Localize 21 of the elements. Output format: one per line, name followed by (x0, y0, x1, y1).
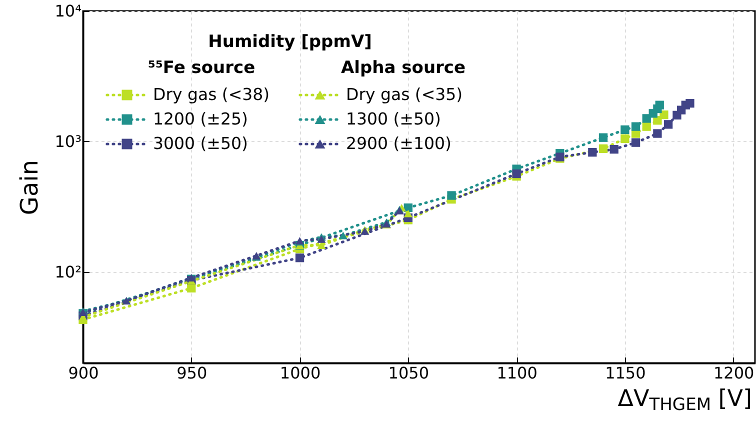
y-axis-title: Gain (16, 160, 44, 216)
legend-label: Dry gas (<35) (346, 85, 463, 104)
x-tick-label: 950 (176, 364, 208, 382)
x-tick-label: 1000 (280, 364, 321, 382)
legend-label: 3000 (±50) (153, 134, 248, 153)
annotation: Alpha source (341, 58, 466, 78)
y-tick-label: 10⁴ (54, 2, 82, 20)
x-tick-label: 1150 (605, 364, 646, 382)
x-tick-label: 1050 (388, 364, 430, 382)
x-tick-label: 1100 (496, 364, 538, 382)
y-tick-label: 10² (54, 262, 82, 282)
annotation: ⁵⁵Fe source (148, 58, 256, 78)
legend-label: Dry gas (<38) (153, 85, 270, 104)
legend-label: 2900 (±100) (346, 134, 452, 153)
legend-label: 1200 (±25) (153, 110, 248, 128)
y-tick-label: 10³ (54, 132, 82, 151)
x-tick-label: 900 (68, 364, 99, 382)
legend-label: 1300 (±50) (346, 110, 441, 128)
x-tick-label: 1200 (713, 364, 754, 382)
legend-title: Humidity [ppmV] (208, 32, 372, 52)
x-axis-title: ΔV$_{THGEM}$ [V] (618, 386, 752, 415)
